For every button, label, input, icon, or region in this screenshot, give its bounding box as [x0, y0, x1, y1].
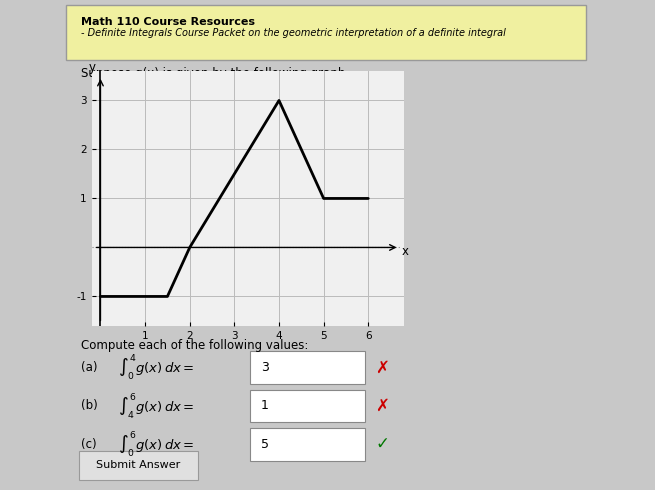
Text: (c): (c) — [81, 438, 97, 451]
Text: Math 110 Course Resources: Math 110 Course Resources — [81, 17, 255, 27]
Text: ✗: ✗ — [375, 397, 389, 415]
Text: Suppose g(x) is given by the following graph.: Suppose g(x) is given by the following g… — [81, 67, 349, 80]
FancyBboxPatch shape — [66, 5, 586, 60]
Text: y: y — [89, 60, 96, 74]
Text: 3: 3 — [261, 361, 269, 374]
Text: x: x — [402, 245, 409, 258]
Text: $\int_{0}^{4} g(x)\,dx =$: $\int_{0}^{4} g(x)\,dx =$ — [118, 353, 194, 382]
Text: (b): (b) — [81, 399, 98, 413]
Text: $\int_{4}^{6} g(x)\,dx =$: $\int_{4}^{6} g(x)\,dx =$ — [118, 391, 194, 421]
Text: - Definite Integrals Course Packet on the geometric interpretation of a definite: - Definite Integrals Course Packet on th… — [81, 28, 506, 38]
Text: 5: 5 — [261, 438, 269, 451]
FancyBboxPatch shape — [79, 450, 198, 480]
FancyBboxPatch shape — [250, 390, 365, 422]
Text: ✗: ✗ — [375, 359, 389, 376]
FancyBboxPatch shape — [250, 351, 365, 384]
Text: $\int_{0}^{6} g(x)\,dx =$: $\int_{0}^{6} g(x)\,dx =$ — [118, 429, 194, 459]
FancyBboxPatch shape — [250, 428, 365, 461]
Text: 1: 1 — [261, 399, 269, 413]
Text: Submit Answer: Submit Answer — [96, 461, 181, 470]
Text: (a): (a) — [81, 361, 98, 374]
Text: Compute each of the following values:: Compute each of the following values: — [81, 339, 309, 352]
Text: ✓: ✓ — [375, 435, 389, 453]
